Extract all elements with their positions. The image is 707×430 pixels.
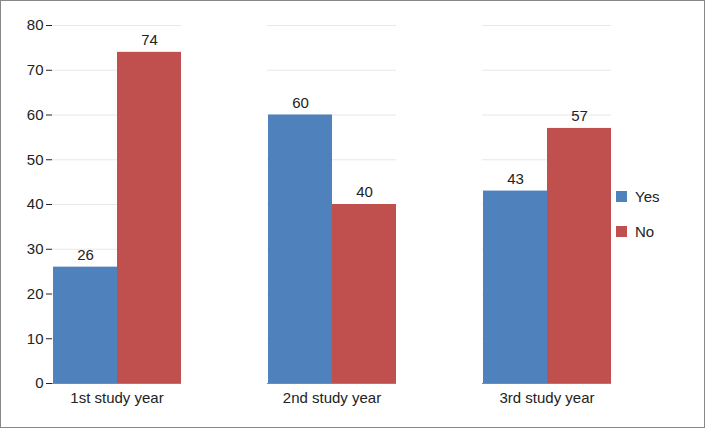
svg-text:57: 57 xyxy=(571,107,588,124)
svg-text:20: 20 xyxy=(27,285,44,302)
svg-text:40: 40 xyxy=(27,195,44,212)
svg-text:26: 26 xyxy=(77,246,94,263)
svg-text:60: 60 xyxy=(27,106,44,123)
svg-text:2nd study year: 2nd study year xyxy=(283,389,381,406)
svg-text:60: 60 xyxy=(292,94,309,111)
svg-text:0: 0 xyxy=(35,374,43,391)
html-text:No: No xyxy=(635,223,655,240)
svg-text:43: 43 xyxy=(507,170,524,187)
svg-text:74: 74 xyxy=(141,31,158,48)
html-text:Yes: Yes xyxy=(635,188,660,205)
svg-text:50: 50 xyxy=(27,151,44,168)
svg-text:80: 80 xyxy=(27,16,44,33)
svg-text:70: 70 xyxy=(27,61,44,78)
svg-text:10: 10 xyxy=(27,330,44,347)
svg-text:40: 40 xyxy=(356,183,373,200)
svg-text:1st study year: 1st study year xyxy=(70,389,163,406)
svg-text:3rd study year: 3rd study year xyxy=(499,389,594,406)
svg-text:30: 30 xyxy=(27,240,44,257)
